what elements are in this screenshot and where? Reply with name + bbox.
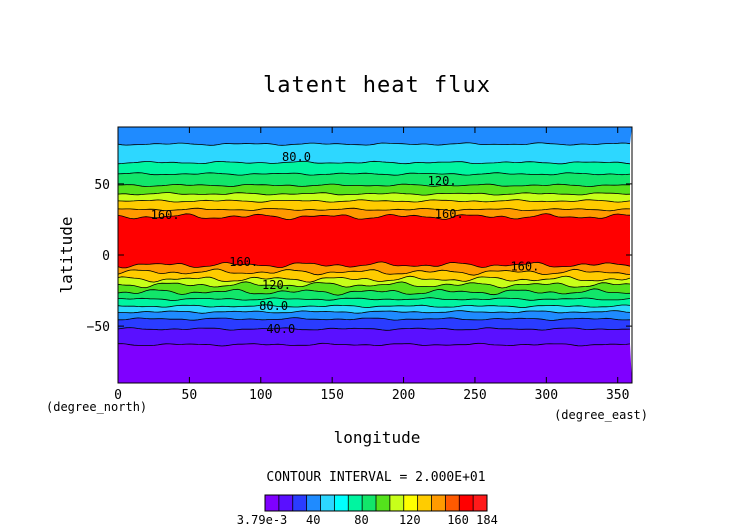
contour-label: 80.0 xyxy=(282,150,311,164)
contour-labels: 80.0 120. 160. 160. 160. 160. 120. 80.0 40.0 xyxy=(151,150,540,336)
contour-line xyxy=(117,199,631,203)
contour-line xyxy=(117,342,631,347)
colorbar-tick-label: 184 xyxy=(476,513,498,527)
contour-band xyxy=(118,184,630,196)
contour-line xyxy=(118,183,631,188)
x-tick-label: 150 xyxy=(320,388,343,403)
colorbar-swatch xyxy=(403,495,418,511)
contour-lines xyxy=(117,142,631,347)
colorbar-swatch xyxy=(320,495,335,511)
x-axis-ticks: 0 50 100 150 200 250 300 350 xyxy=(114,127,629,403)
contour-band xyxy=(118,310,630,321)
colorbar-min-label: 3.79e-3 xyxy=(237,513,288,527)
colorbar-swatch xyxy=(459,495,474,511)
contour-interval-text: CONTOUR INTERVAL = 2.000E+01 xyxy=(266,470,485,485)
contour-band xyxy=(118,127,632,146)
x-tick-label: 350 xyxy=(606,388,629,403)
colorbar-tick-label: 40 xyxy=(306,513,320,527)
contour-line xyxy=(117,281,631,289)
contour-band xyxy=(118,304,630,314)
contour-label: 120. xyxy=(262,278,291,292)
colorbar-tick-labels: 3.79e-3 40 80 120 160 184 xyxy=(237,513,498,527)
contour-band xyxy=(118,213,630,268)
contour-line xyxy=(117,213,631,221)
contour-line xyxy=(117,207,631,212)
contour-label: 160. xyxy=(151,208,180,222)
colorbar-swatch xyxy=(334,495,349,511)
x-tick-label: 300 xyxy=(535,388,558,403)
colorbar-swatch xyxy=(362,495,377,511)
y-tick-label: −50 xyxy=(87,320,110,335)
contour-line xyxy=(118,310,631,314)
colorbar-swatch xyxy=(417,495,432,511)
x-axis-label: longitude xyxy=(334,428,421,447)
contour-line xyxy=(117,304,631,309)
x-tick-label: 250 xyxy=(463,388,486,403)
contour-band xyxy=(118,172,630,187)
y-tick-label: 50 xyxy=(94,178,110,193)
contour-label: 120. xyxy=(428,174,457,188)
contour-line xyxy=(118,317,631,321)
contour-line xyxy=(117,192,631,196)
contour-band xyxy=(118,317,630,331)
contour-line xyxy=(117,268,631,276)
contour-band xyxy=(118,161,630,176)
x-unit-label: (degree_east) xyxy=(554,408,648,422)
colorbar xyxy=(264,494,488,512)
contour-line xyxy=(117,288,631,296)
colorbar-tick-label: 160 xyxy=(447,513,469,527)
contour-band xyxy=(118,199,630,211)
colorbar-swatch xyxy=(265,495,280,511)
contour-band xyxy=(118,142,630,164)
y-unit-label: (degree_north) xyxy=(46,400,147,414)
colorbar-swatch xyxy=(376,495,391,511)
colorbar-swatch xyxy=(389,495,405,511)
y-axis-ticks: −50 0 50 xyxy=(87,178,632,335)
contour-band xyxy=(118,261,630,276)
colorbar-swatch xyxy=(306,495,321,511)
colorbar-swatch xyxy=(473,495,488,511)
contour-band xyxy=(118,288,630,301)
contour-line xyxy=(117,160,631,165)
y-axis-label: latitude xyxy=(57,216,76,293)
y-tick-label: 0 xyxy=(102,249,110,264)
contour-line xyxy=(117,172,631,176)
contour-line xyxy=(117,297,631,301)
chart-title: latent heat flux xyxy=(263,73,491,98)
contour-line xyxy=(117,142,631,146)
x-tick-label: 50 xyxy=(182,388,198,403)
contour-label: 80.0 xyxy=(259,299,288,313)
colorbar-swatch xyxy=(431,495,446,511)
x-tick-label: 200 xyxy=(392,388,415,403)
colorbar-swatch xyxy=(292,495,307,511)
x-tick-label: 0 xyxy=(114,388,122,403)
x-tick-label: 100 xyxy=(249,388,272,403)
contour-line xyxy=(117,261,631,269)
contour-line xyxy=(117,275,631,283)
contour-bands xyxy=(118,127,632,383)
contour-label: 160. xyxy=(435,207,464,221)
colorbar-frame xyxy=(264,494,488,512)
colorbar-swatch xyxy=(278,495,294,511)
contour-label: 40.0 xyxy=(266,322,295,336)
colorbar-tick-label: 120 xyxy=(399,513,421,527)
contour-band xyxy=(118,343,632,383)
contour-line xyxy=(117,327,631,331)
contour-label: 160. xyxy=(229,255,258,269)
colorbar-swatch xyxy=(348,495,363,511)
colorbar-swatch xyxy=(445,495,460,511)
contour-label: 160. xyxy=(510,259,539,273)
colorbar-tick-label: 80 xyxy=(354,513,368,527)
contour-band xyxy=(118,327,630,346)
